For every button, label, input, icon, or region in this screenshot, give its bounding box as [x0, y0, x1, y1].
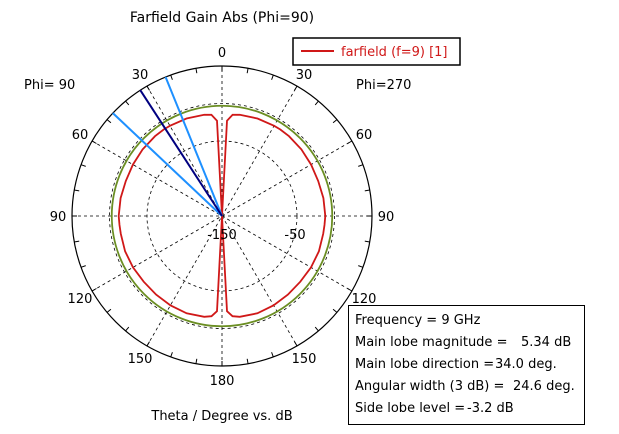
angle-tick — [195, 358, 198, 364]
phi-left-label: Phi= 90 — [24, 78, 75, 93]
angle-tick — [271, 352, 274, 358]
angle-label: 120 — [352, 292, 377, 307]
reference-circle — [110, 104, 334, 328]
angle-label: 60 — [72, 128, 89, 143]
angle-tick — [74, 189, 80, 192]
info-frequency: Frequency = 9 GHz — [355, 313, 481, 328]
info-magnitude-label: Main lobe magnitude = — [355, 335, 508, 350]
angle-tick — [80, 164, 86, 167]
chart-title: Farfield Gain Abs (Phi=90) — [130, 10, 314, 26]
info-magnitude-value: 5.34 dB — [521, 335, 572, 350]
angle-tick — [91, 140, 97, 144]
legend: farfield (f=9) [1] — [292, 37, 461, 66]
angle-label: 150 — [292, 352, 317, 367]
angle-tick — [314, 100, 319, 106]
angle-label: 30 — [132, 68, 149, 83]
angle-tick — [364, 189, 370, 192]
angle-tick — [332, 119, 338, 124]
angle-tick — [314, 326, 319, 332]
angle-tick — [358, 265, 364, 268]
angle-label: 180 — [210, 374, 235, 389]
info-width: Angular width (3 dB) = 24.6 deg. — [355, 376, 584, 398]
angle-tick — [170, 352, 173, 358]
angle-labels: 0 30 60 90 120 150 180 150 120 90 60 30 — [50, 46, 395, 389]
radial-label: -50 — [284, 228, 305, 243]
legend-entry: farfield (f=9) [1] — [341, 45, 448, 60]
plot-curves — [110, 76, 334, 328]
info-sidelobe-label: Side lobe level = — [355, 401, 466, 416]
x-axis-label: Theta / Degree vs. dB — [150, 409, 292, 424]
angle-label: 90 — [50, 210, 67, 225]
angle-tick — [146, 341, 150, 347]
angle-tick — [358, 164, 364, 167]
phi-right-label: Phi=270 — [356, 78, 411, 93]
angle-label: 120 — [68, 292, 93, 307]
angle-tick — [80, 265, 86, 268]
angle-tick — [195, 68, 198, 74]
angle-tick — [364, 240, 370, 243]
info-sidelobe-value: -3.2 dB — [467, 401, 514, 416]
angle-tick — [332, 308, 338, 313]
angle-tick — [125, 100, 130, 106]
angle-tick — [106, 308, 112, 313]
angle-tick — [74, 240, 80, 243]
angle-tick — [294, 341, 298, 347]
main-lobe-line — [139, 89, 223, 217]
angle-tick — [106, 119, 112, 124]
legend-box — [292, 37, 461, 66]
angle-tick — [146, 85, 150, 91]
angle-label: 60 — [356, 128, 373, 143]
angle-label: 150 — [128, 352, 153, 367]
radial-label: -150 — [207, 228, 237, 243]
angle-tick — [170, 74, 173, 80]
angle-tick — [246, 358, 249, 364]
angle-tick — [294, 85, 298, 91]
angle-tick — [347, 288, 353, 292]
info-box: Frequency = 9 GHz Main lobe magnitude = 5… — [348, 305, 585, 425]
info-direction-label: Main lobe direction = — [355, 357, 495, 372]
beamwidth-line — [112, 112, 223, 217]
angle-tick — [246, 68, 249, 74]
info-magnitude: Main lobe magnitude = 5.34 dB — [355, 332, 584, 354]
info-width-label: Angular width (3 dB) = — [355, 379, 505, 394]
angle-label: 30 — [296, 68, 313, 83]
info-direction: Main lobe direction =34.0 deg. — [355, 354, 584, 376]
info-width-value: 24.6 deg. — [513, 379, 575, 394]
angle-tick — [125, 326, 130, 332]
info-direction-value: 34.0 deg. — [495, 357, 557, 372]
info-sidelobe: Side lobe level = -3.2 dB — [355, 398, 584, 420]
beamwidth-line — [164, 76, 223, 217]
angle-tick — [271, 74, 274, 80]
angle-tick — [91, 288, 97, 292]
angle-label: 90 — [378, 210, 395, 225]
angle-label: 0 — [218, 46, 226, 61]
angle-tick — [347, 140, 353, 144]
